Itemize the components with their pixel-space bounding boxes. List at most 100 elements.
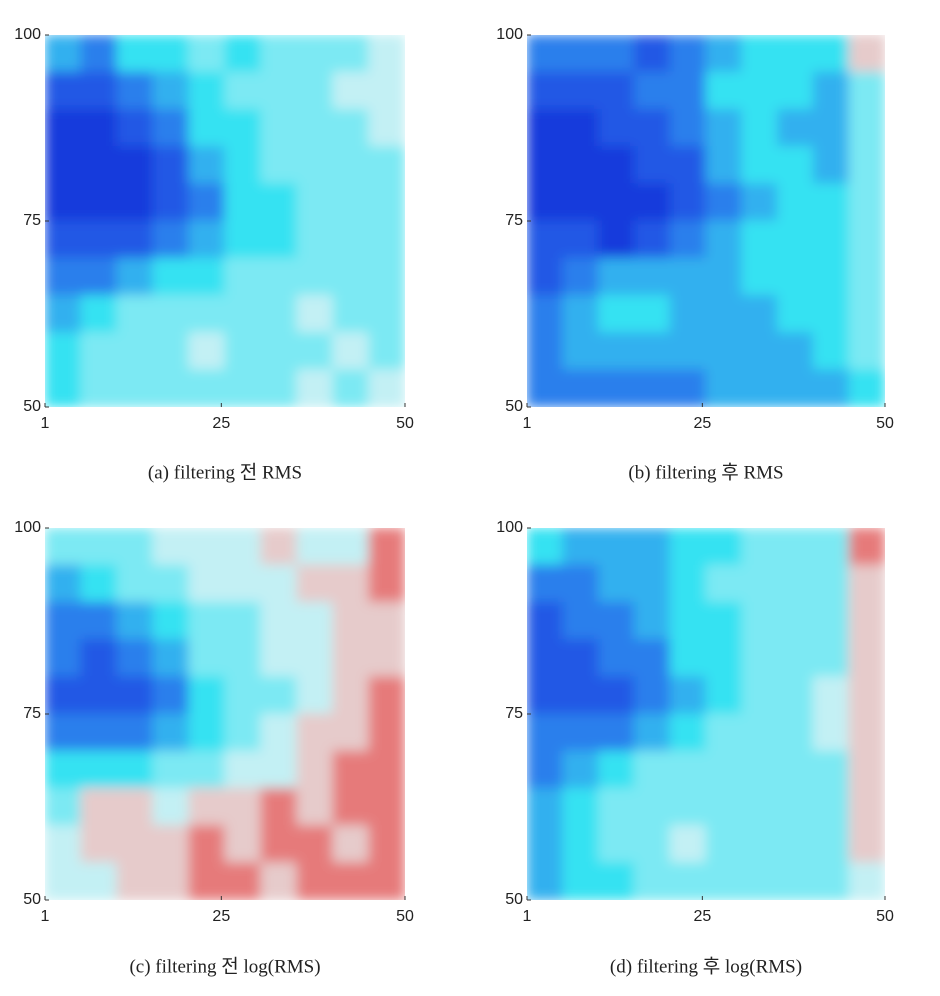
heatmap-cell xyxy=(527,146,564,185)
heatmap-cell xyxy=(368,601,405,641)
heatmap-cell xyxy=(332,787,370,827)
heatmap-cell xyxy=(527,564,564,603)
heatmap-cell xyxy=(224,332,262,371)
heatmap-cell xyxy=(777,257,814,296)
x-tick-label: 1 xyxy=(41,415,50,432)
heatmap-cells xyxy=(527,528,885,900)
heatmap-cell xyxy=(527,750,564,789)
heatmap-cell xyxy=(332,825,370,864)
heatmap-cell xyxy=(332,676,370,715)
heatmap-cell xyxy=(224,601,262,641)
heatmap-cell xyxy=(296,332,334,371)
heatmap-cell xyxy=(152,183,190,222)
heatmap-cell xyxy=(332,332,370,371)
heatmap-cell xyxy=(598,639,635,678)
heatmap-cell xyxy=(224,787,262,827)
heatmap-cell xyxy=(848,71,885,110)
heatmap-cell xyxy=(224,257,262,296)
heatmap-panel: 1 25 50 50 75 100 (d) filtering 후 log(RMS) xyxy=(496,519,894,977)
heatmap-cell xyxy=(777,35,814,73)
heatmap-cell xyxy=(669,787,707,827)
heatmap-cell xyxy=(45,713,82,752)
heatmap-cell xyxy=(562,220,600,259)
heatmap-cell xyxy=(188,294,226,334)
heatmap-cell xyxy=(527,528,564,566)
heatmap-cell xyxy=(116,564,154,603)
heatmap-cell xyxy=(296,601,334,641)
heatmap-cell xyxy=(669,528,707,566)
y-tick-label: 50 xyxy=(505,398,523,415)
heatmap-cell xyxy=(80,146,118,185)
heatmap-cell xyxy=(188,183,226,222)
heatmap-cell xyxy=(152,750,190,789)
heatmap-cell xyxy=(633,676,671,715)
heatmap-cell xyxy=(296,564,334,603)
heatmap-cell xyxy=(848,332,885,371)
heatmap-cells xyxy=(527,35,885,407)
heatmap-cell xyxy=(224,862,262,900)
heatmap-cell xyxy=(45,825,82,864)
heatmap-cell xyxy=(332,35,370,73)
heatmap-cell xyxy=(812,676,850,715)
heatmap-cell xyxy=(527,332,564,371)
heatmap-cell xyxy=(812,294,850,334)
heatmap-cell xyxy=(598,528,635,566)
x-tick-label: 1 xyxy=(523,415,532,432)
heatmap-cell xyxy=(296,294,334,334)
heatmap-cell xyxy=(598,294,635,334)
heatmap-cell xyxy=(812,369,850,407)
heatmap-cell xyxy=(260,369,298,407)
heatmap-cell xyxy=(188,332,226,371)
y-tick-label: 100 xyxy=(14,519,41,536)
heatmap-cell xyxy=(598,71,635,110)
heatmap-cell xyxy=(705,713,743,752)
heatmap-cell xyxy=(260,676,298,715)
heatmap-cell xyxy=(152,108,190,148)
panel-caption: (b) filtering 후 RMS xyxy=(628,461,783,483)
heatmap-cell xyxy=(633,862,671,900)
heatmap-cell xyxy=(741,257,779,296)
heatmap-cell xyxy=(368,713,405,752)
heatmap-cell xyxy=(633,332,671,371)
heatmap-cell xyxy=(116,639,154,678)
heatmap-cell xyxy=(812,220,850,259)
heatmap-cell xyxy=(188,108,226,148)
heatmap-cell xyxy=(669,564,707,603)
heatmap-cell xyxy=(296,862,334,900)
heatmap-cell xyxy=(188,601,226,641)
heatmap-cell xyxy=(45,676,82,715)
heatmap-cell xyxy=(368,183,405,222)
heatmap-cell xyxy=(812,183,850,222)
heatmap-cell xyxy=(116,825,154,864)
y-tick-label: 75 xyxy=(23,212,41,229)
heatmap-cell xyxy=(332,639,370,678)
heatmap-cell xyxy=(848,257,885,296)
heatmap-cell xyxy=(260,787,298,827)
heatmap-cell xyxy=(260,71,298,110)
heatmap-cell xyxy=(152,369,190,407)
heatmap-cell xyxy=(705,108,743,148)
heatmap-cell xyxy=(777,108,814,148)
heatmap-cell xyxy=(332,257,370,296)
heatmap-cell xyxy=(741,146,779,185)
heatmap-cell xyxy=(669,71,707,110)
heatmap-cell xyxy=(669,862,707,900)
heatmap-cell xyxy=(562,825,600,864)
heatmap-cell xyxy=(296,676,334,715)
heatmap-cell xyxy=(260,257,298,296)
heatmap-cell xyxy=(80,332,118,371)
heatmap-cell xyxy=(152,564,190,603)
heatmap-cell xyxy=(705,639,743,678)
heatmap-cell xyxy=(812,528,850,566)
heatmap-cell xyxy=(598,750,635,789)
heatmap-cell xyxy=(669,676,707,715)
heatmap-cell xyxy=(332,528,370,566)
heatmap-cell xyxy=(80,257,118,296)
heatmap-cell xyxy=(116,257,154,296)
heatmap-cell xyxy=(848,220,885,259)
heatmap-cell xyxy=(296,35,334,73)
heatmap-cell xyxy=(777,787,814,827)
heatmap-cell xyxy=(705,220,743,259)
heatmap-cell xyxy=(224,564,262,603)
y-tick-label: 75 xyxy=(505,212,523,229)
